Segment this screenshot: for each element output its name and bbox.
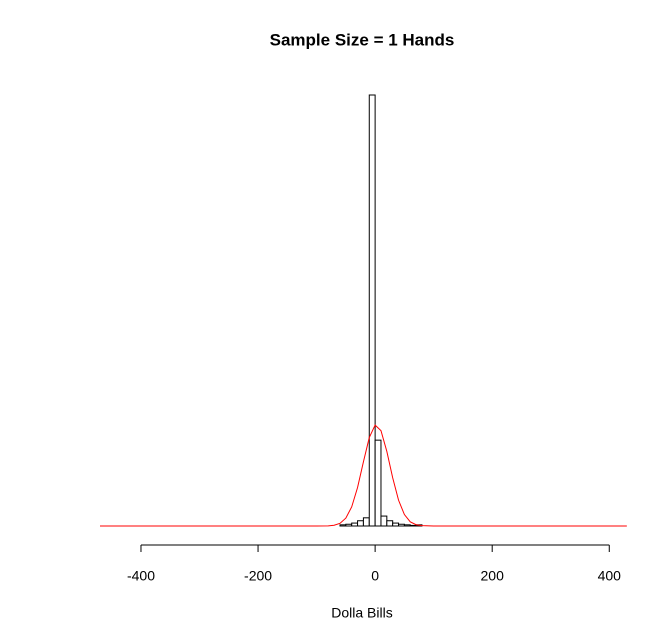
bar (345, 523, 353, 527)
density-curve (100, 424, 627, 527)
bar (368, 94, 376, 527)
bar (357, 520, 364, 527)
bar (374, 439, 382, 527)
bar (398, 523, 405, 527)
x-tick-label: -200 (244, 568, 272, 584)
x-axis-label: Dolla Bills (331, 605, 392, 621)
x-tick-label: 400 (598, 568, 622, 584)
bar (380, 515, 388, 527)
bar (386, 520, 394, 527)
x-tick-label: -400 (127, 568, 155, 584)
bar (339, 524, 347, 527)
chart-title: Sample Size = 1 Hands (270, 30, 455, 49)
bar (392, 522, 400, 527)
bar (409, 524, 417, 527)
x-tick-label: 200 (481, 568, 505, 584)
bar (351, 522, 359, 527)
x-tick-label: 0 (371, 568, 379, 584)
bar (403, 524, 411, 527)
bar (362, 517, 370, 527)
